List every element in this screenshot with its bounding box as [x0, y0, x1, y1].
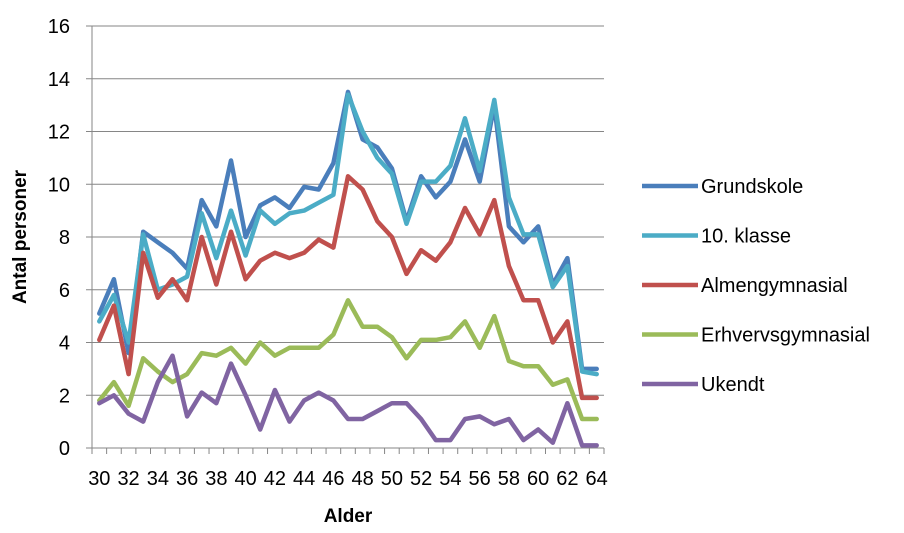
series-line-almengymnasial	[97, 174, 599, 401]
legend-label: Almengymnasial	[701, 275, 848, 297]
x-tick-label: 46	[322, 468, 344, 490]
legend: Grundskole 10. klasse Almengymnasial Erhver…	[642, 176, 870, 396]
x-tick-label: 38	[205, 468, 227, 490]
y-tick-label: 10	[48, 174, 70, 196]
x-tick-label: 44	[293, 468, 315, 490]
x-tick-label: 56	[469, 468, 491, 490]
x-tick-label: 50	[381, 468, 403, 490]
series-line-ukendt	[97, 353, 599, 448]
x-tick-label: 54	[439, 468, 461, 490]
series-line-erhvervsgymnasial	[97, 298, 599, 422]
legend-label: Grundskole	[701, 176, 803, 198]
x-tick-label: 36	[176, 468, 198, 490]
y-tick-label: 8	[59, 227, 70, 249]
x-tick-label: 42	[264, 468, 286, 490]
y-tick-labels: 0 2 4 6 8 10 12 14 16	[48, 16, 70, 460]
axes	[91, 26, 605, 454]
x-tick-label: 40	[234, 468, 256, 490]
x-tick-label: 32	[117, 468, 139, 490]
y-tick-label: 0	[59, 438, 70, 460]
series-lines	[97, 89, 599, 448]
y-tick-label: 12	[48, 122, 70, 144]
y-tick-label: 6	[59, 280, 70, 302]
legend-label: Ukendt	[701, 374, 765, 396]
x-tick-label: 58	[498, 468, 520, 490]
x-tick-label: 34	[147, 468, 169, 490]
x-tick-label: 64	[586, 468, 608, 490]
series-line-10-klasse	[97, 92, 599, 377]
y-tick-label: 4	[59, 333, 70, 355]
x-tick-labels: 30 32 34 36 38 40 42 44 46 48 50 52 54 56 58 60 62 64	[88, 468, 608, 490]
series-line-grundskole	[97, 89, 599, 372]
x-tick-label: 62	[556, 468, 578, 490]
legend-label: 10. klasse	[701, 226, 791, 248]
y-tick-label: 2	[59, 385, 70, 407]
legend-label: Erhvervsgymnasial	[701, 325, 870, 347]
x-tick-label: 60	[527, 468, 549, 490]
y-tick-label: 14	[48, 69, 70, 91]
x-tick-label: 48	[352, 468, 374, 490]
y-tick-label: 16	[48, 16, 70, 38]
y-axis-title: Antal personer	[10, 169, 31, 304]
x-tick-label: 30	[88, 468, 110, 490]
x-tick-label: 52	[410, 468, 432, 490]
x-axis-title: Alder	[324, 506, 373, 527]
